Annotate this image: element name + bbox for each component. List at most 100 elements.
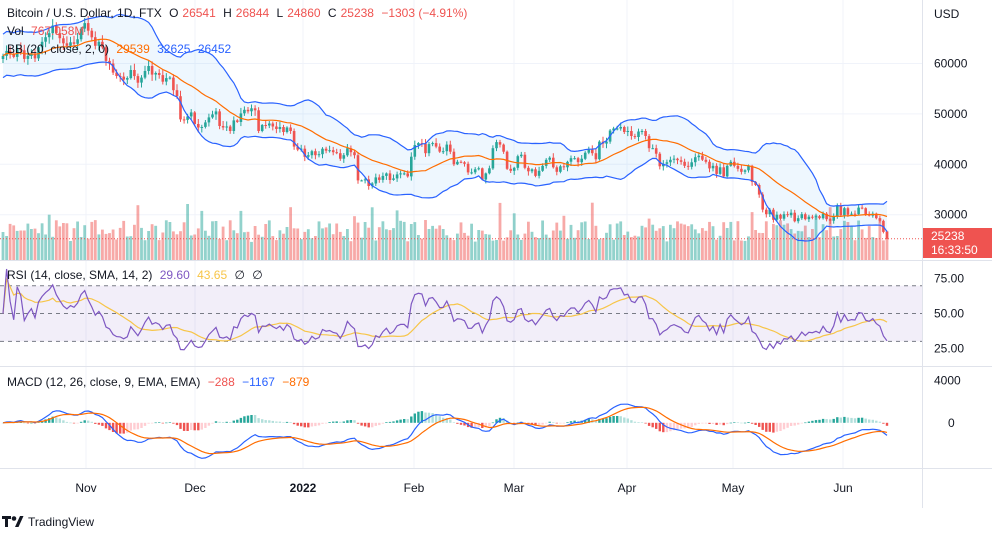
rsi-empty-a: ∅ <box>234 268 245 282</box>
candle-body-174 <box>619 127 622 129</box>
candle-body-209 <box>743 170 747 172</box>
volume-bar-155 <box>551 230 555 260</box>
candle-body-115 <box>410 156 413 177</box>
rsi-label[interactable]: RSI (14, close, SMA, 14, 2) <box>7 268 153 282</box>
candle-body-12 <box>44 37 47 42</box>
volume-bar-237 <box>843 220 846 260</box>
time-tick-7: Jun <box>833 481 852 495</box>
volume-bar-199 <box>708 221 711 260</box>
volume-bar-64 <box>228 220 232 260</box>
macd-hist-bar-108 <box>385 422 388 423</box>
macd-hist-bar-66 <box>236 419 239 423</box>
candle-body-207 <box>736 165 740 169</box>
macd-hist-bar-28 <box>101 422 104 426</box>
macd-hist-bar-126 <box>449 419 452 423</box>
macd-hist-bar-31 <box>111 422 115 432</box>
volume-bar-180 <box>640 225 644 260</box>
candle-body-133 <box>473 169 477 173</box>
last-price-value: 25238 <box>931 229 965 243</box>
macd-hist-bar-237 <box>843 416 846 423</box>
macd-hist-bar-64 <box>229 422 232 423</box>
candle-body-82 <box>292 131 296 147</box>
candle-body-165 <box>587 149 591 153</box>
candle-body-156 <box>555 167 559 172</box>
volume-bar-220 <box>782 224 786 260</box>
candle-body-120 <box>427 144 431 154</box>
volume-bar-152 <box>541 220 544 260</box>
volume-bar-4 <box>15 230 19 260</box>
tradingview-logo-icon[interactable] <box>2 516 24 528</box>
candle-body-77 <box>275 126 278 129</box>
volume-bar-158 <box>562 215 566 260</box>
rsi-value: 29.60 <box>159 268 190 282</box>
volume-bar-195 <box>693 229 697 260</box>
candle-body-31 <box>111 63 115 73</box>
macd-hist-bar-94 <box>335 421 338 423</box>
volume-bar-213 <box>757 232 761 260</box>
macd-hist-bar-168 <box>598 418 601 423</box>
candle-body-86 <box>307 155 310 157</box>
macd-hist-bar-138 <box>491 422 495 424</box>
candle-body-208 <box>740 168 743 172</box>
macd-hist-bar-55 <box>197 422 200 431</box>
macd-hist-bar-245 <box>871 419 874 423</box>
bb-label[interactable]: BB (20, close, 2, 0) <box>7 42 110 56</box>
candle-body-32 <box>115 72 118 76</box>
symbol-title[interactable]: Bitcoin / U.S. Dollar, 1D, FTX <box>7 6 162 20</box>
candle-body-100 <box>356 155 360 181</box>
macd-hist-value: −288 <box>207 375 235 389</box>
candle-body-6 <box>23 50 26 59</box>
macd-hist-bar-45 <box>161 422 164 424</box>
macd-hist-bar-30 <box>108 422 111 431</box>
candle-body-93 <box>331 150 335 153</box>
candle-body-230 <box>818 216 821 219</box>
candle-body-98 <box>349 148 353 153</box>
candle-body-39 <box>140 77 143 83</box>
volume-bar-201 <box>715 239 718 260</box>
macd-hist-bar-137 <box>488 422 491 427</box>
rsi-line <box>2 268 888 351</box>
macd-hist-bar-154 <box>548 421 551 423</box>
volume-bar-167 <box>594 225 598 260</box>
volume-bar-246 <box>874 238 878 260</box>
volume-bar-141 <box>502 240 505 260</box>
macd-hist-bar-43 <box>154 422 157 424</box>
volume-bar-40 <box>143 240 147 260</box>
chart-canvas[interactable]: 6000050000400003000075.0050.0025.0040000… <box>0 0 992 508</box>
macd-hist-bar-118 <box>420 411 424 423</box>
candle-body-225 <box>800 214 804 219</box>
candle-body-64 <box>228 126 232 131</box>
volume-bar-22 <box>79 237 83 260</box>
candle-body-204 <box>725 165 729 177</box>
candle-body-75 <box>268 123 271 126</box>
change-value: −1303 (−4.91%) <box>381 6 468 20</box>
candle-body-224 <box>796 218 800 222</box>
volume-bar-166 <box>590 202 594 260</box>
volume-bar-179 <box>637 236 640 260</box>
footer-brand[interactable]: TradingView <box>28 515 95 529</box>
candle-body-147 <box>523 154 527 168</box>
time-tick-4: Mar <box>504 481 525 495</box>
volume-bar-132 <box>470 223 473 260</box>
macd-hist-bar-77 <box>275 421 278 423</box>
volume-label[interactable]: Vol <box>7 24 24 38</box>
high-label: H <box>223 6 232 20</box>
volume-bar-7 <box>26 223 30 260</box>
candle-body-246 <box>875 213 878 219</box>
candle-body-235 <box>836 205 839 217</box>
macd-line <box>2 403 888 459</box>
candle-body-190 <box>676 158 679 161</box>
macd-label[interactable]: MACD (12, 26, close, 9, EMA, EMA) <box>7 375 201 389</box>
candle-body-90 <box>321 148 324 155</box>
candle-body-114 <box>406 173 409 177</box>
macd-hist-bar-97 <box>346 420 349 423</box>
open-value: 26541 <box>182 6 216 20</box>
volume-bar-192 <box>683 224 686 260</box>
volume-bar-170 <box>605 232 608 260</box>
candle-body-104 <box>370 183 374 186</box>
macd-hist-bar-208 <box>740 422 743 424</box>
volume-bar-240 <box>853 240 857 260</box>
macd-hist-bar-182 <box>647 422 651 426</box>
candle-body-153 <box>544 159 548 166</box>
